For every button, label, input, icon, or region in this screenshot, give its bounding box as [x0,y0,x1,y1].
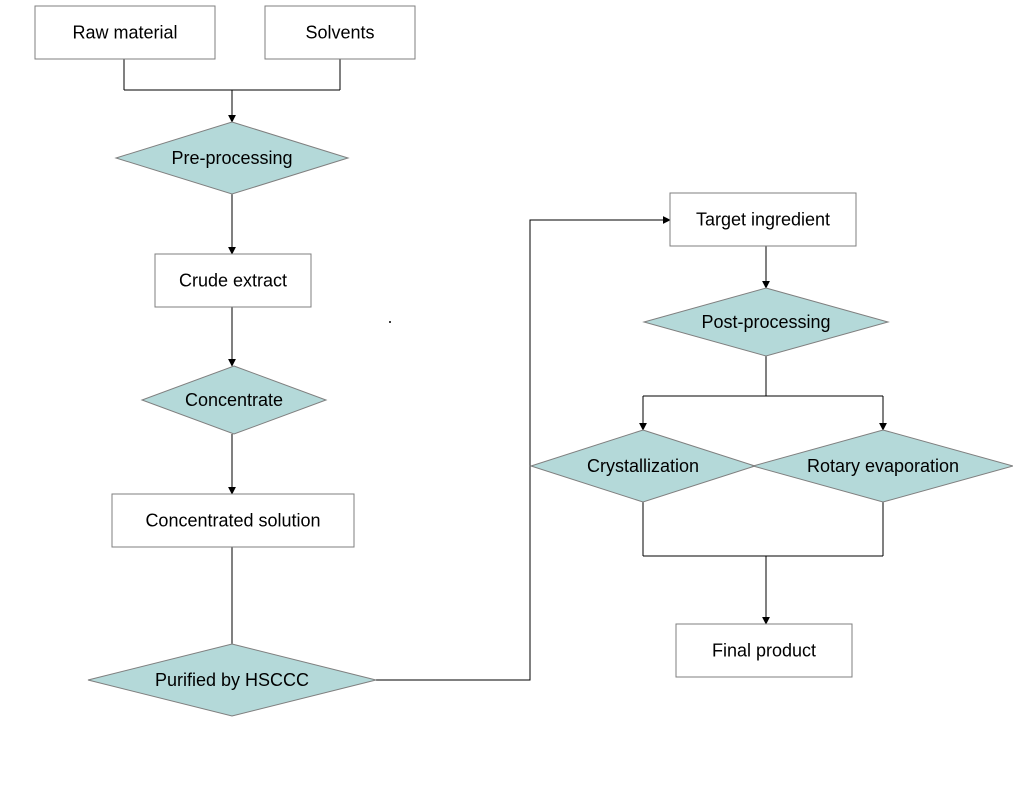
node-label: Concentrate [185,390,283,410]
node-label: Purified by HSCCC [155,670,309,690]
node-label: Rotary evaporation [807,456,959,476]
node-label: Solvents [305,22,374,42]
node-label: Raw material [72,22,177,42]
node-label: Post-processing [701,312,830,332]
node-postproc: Post-processing [644,288,888,356]
node-solvents: Solvents [265,6,415,59]
node-label: Pre-processing [171,148,292,168]
node-hsccc: Purified by HSCCC [88,644,376,716]
node-preproc: Pre-processing [116,122,348,194]
node-label: Crude extract [179,270,287,290]
node-concentrate: Concentrate [142,366,326,434]
node-label: Final product [712,640,816,660]
node-final: Final product [676,624,852,677]
node-raw: Raw material [35,6,215,59]
node-target: Target ingredient [670,193,856,246]
stray-dot [389,321,391,323]
node-crystal: Crystallization [531,430,755,502]
node-label: Concentrated solution [145,510,320,530]
flow-edge [643,502,883,556]
node-rotary: Rotary evaporation [753,430,1013,502]
node-label: Target ingredient [696,209,830,229]
node-crude: Crude extract [155,254,311,307]
flow-edge [124,59,340,90]
nodes: Raw material Solvents Pre-processing Crude … [35,6,1013,716]
node-concsol: Concentrated solution [112,494,354,547]
node-label: Crystallization [587,456,699,476]
flow-edge [643,356,883,396]
